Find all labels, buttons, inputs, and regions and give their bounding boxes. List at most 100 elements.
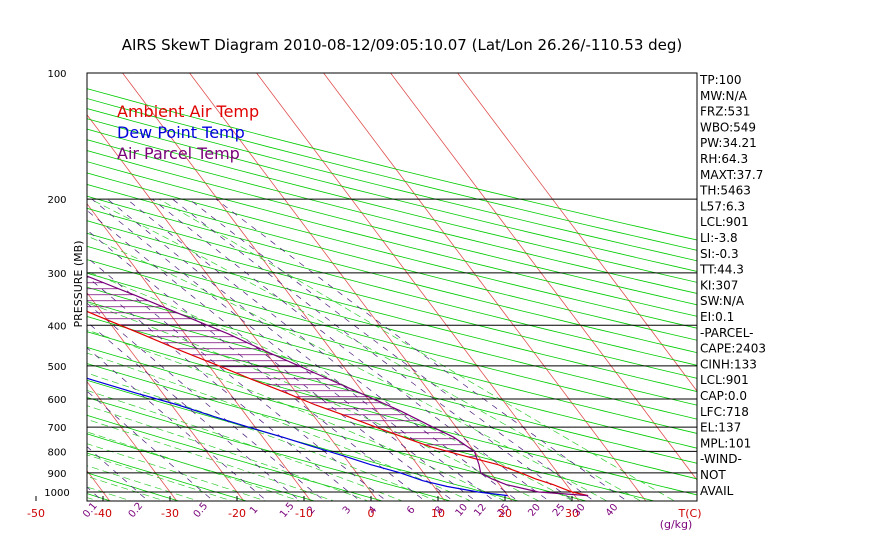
moist-adiabat-line xyxy=(87,390,404,501)
dry-adiabat-line xyxy=(87,161,697,317)
pressure-tick-label: 600 xyxy=(47,395,66,406)
mixing-ratio-label: 1.5 xyxy=(278,501,297,520)
mixing-ratio-label: 8 xyxy=(433,504,446,516)
index-label: SI:-0.3 xyxy=(700,247,739,261)
mixing-ratio-label: 20 xyxy=(526,502,543,519)
mixing-ratio-line xyxy=(188,198,595,501)
pressure-tick-label: 300 xyxy=(47,269,66,280)
moist-adiabat-line xyxy=(87,302,540,501)
chart-title: AIRS SkewT Diagram 2010-08-12/09:05:10.0… xyxy=(122,36,683,54)
mixing-ratio-line xyxy=(87,446,149,501)
isotherm-line xyxy=(0,54,47,506)
dry-adiabat-line xyxy=(87,128,697,283)
index-label: CINH:133 xyxy=(700,357,757,371)
legend-entry: Dew Point Temp xyxy=(117,123,245,142)
mixing-ratio-label: 2 xyxy=(305,504,318,516)
index-label: SW:N/A xyxy=(700,294,745,308)
dry-adiabat-line xyxy=(87,108,697,262)
index-label: -PARCEL- xyxy=(700,326,754,340)
dry-adiabat-line xyxy=(87,172,697,329)
plot-frame xyxy=(86,72,698,502)
bottom-temp-tick-label: -20 xyxy=(228,507,246,520)
dry-adiabat-line xyxy=(87,150,697,306)
moist-adiabat-line xyxy=(87,329,506,501)
axes: -120-110-100-90-80-70-60-50-40-50-40-30-… xyxy=(27,72,701,531)
index-label: PW:34.21 xyxy=(700,136,757,150)
moist-adiabat-line xyxy=(87,418,335,501)
isobars: 100 200 300 400 500 600 700 800 900 1000 xyxy=(44,69,697,499)
legend-entry: Ambient Air Temp xyxy=(117,102,259,121)
index-label: LI:-3.8 xyxy=(700,231,738,245)
isotherm-line xyxy=(87,114,379,501)
mixing-ratio-line xyxy=(87,321,301,501)
index-label: EL:137 xyxy=(700,421,741,435)
isotherm-line xyxy=(87,292,245,501)
index-label: EI:0.1 xyxy=(700,310,734,324)
index-label: CAPE:2403 xyxy=(700,342,766,356)
mixing-ratio-line xyxy=(172,198,575,501)
mixing-ratio-line xyxy=(87,257,388,501)
bottom-temp-tick-label: 0 xyxy=(368,507,375,520)
ambient-temp-line xyxy=(87,310,589,497)
index-label: WBO:549 xyxy=(700,120,756,134)
index-label: -WIND- xyxy=(700,452,742,466)
moist-adiabat-line xyxy=(87,372,438,501)
index-label: NOT xyxy=(700,468,726,482)
index-label: TH:5463 xyxy=(699,184,751,198)
mixing-ratio-label: 0.2 xyxy=(127,501,146,520)
legend-entry: Air Parcel Temp xyxy=(117,144,240,163)
dry-adiabat-line xyxy=(87,301,697,464)
bottom-temp-tick-label: -40 xyxy=(94,507,112,520)
isotherm-line xyxy=(323,73,647,501)
mixing-ratio-line xyxy=(87,276,361,501)
bottom-temp-tick-label: -50 xyxy=(27,507,45,520)
index-label: MAXT:37.7 xyxy=(700,168,763,182)
dry-adiabat-line xyxy=(87,433,316,501)
cape-hatching xyxy=(87,276,477,458)
mixing-ratio-line xyxy=(87,486,103,501)
index-label: L57:6.3 xyxy=(700,199,745,213)
dry-adiabat-line xyxy=(87,139,697,294)
mixing-ratio-label: 10 xyxy=(454,502,471,519)
index-label: KI:307 xyxy=(700,278,738,292)
pressure-tick-label: 100 xyxy=(47,69,66,80)
isotherm-line xyxy=(457,73,697,392)
mixing-ratio-line xyxy=(87,302,326,501)
mixing-ratio-label: 12 xyxy=(472,502,489,519)
index-label: FRZ:531 xyxy=(700,105,750,119)
moist-adiabat-line xyxy=(87,235,608,501)
mixing-ratio-line xyxy=(152,198,550,501)
pressure-tick-label: 900 xyxy=(47,469,66,480)
moist-adiabat-line xyxy=(87,443,267,501)
pressure-tick-label: 700 xyxy=(47,423,66,434)
dry-adiabat-line xyxy=(87,452,248,501)
isotherm-line xyxy=(256,73,580,501)
mixing-ratio-line xyxy=(87,390,214,501)
dry-adiabat-line xyxy=(87,184,697,341)
dry-adiabat-line xyxy=(87,272,697,434)
moist-adiabat-line xyxy=(87,475,166,501)
mixing-ratio-line xyxy=(126,198,519,501)
dry-adiabat-line xyxy=(87,245,697,406)
moist-adiabat-line xyxy=(87,271,574,501)
pressure-tick-label: 500 xyxy=(47,362,66,373)
isotherm-line xyxy=(87,381,178,501)
isotherm-line xyxy=(122,73,446,501)
dry-adiabat-line xyxy=(87,379,520,501)
pressure-tick-label: 800 xyxy=(47,447,66,458)
index-label: CAP:0.0 xyxy=(700,389,747,403)
moist-adiabat-line xyxy=(90,198,642,501)
pressure-tick-label: 1000 xyxy=(44,488,69,499)
bottom-temp-tick-label: 20 xyxy=(498,507,512,520)
index-label: MW:N/A xyxy=(700,89,748,103)
mixing-ratio-label: 1 xyxy=(248,504,261,516)
index-label: LCL:901 xyxy=(700,215,749,229)
index-label: MPL:101 xyxy=(700,436,751,450)
dry-adiabat-line xyxy=(87,232,697,392)
dry-adiabat-line xyxy=(87,259,697,420)
parcel-temp-line xyxy=(87,275,589,497)
bottom-temp-tick-label: -10 xyxy=(295,507,313,520)
bottom-temp-tick-label: 10 xyxy=(431,507,445,520)
index-label: RH:64.3 xyxy=(700,152,748,166)
